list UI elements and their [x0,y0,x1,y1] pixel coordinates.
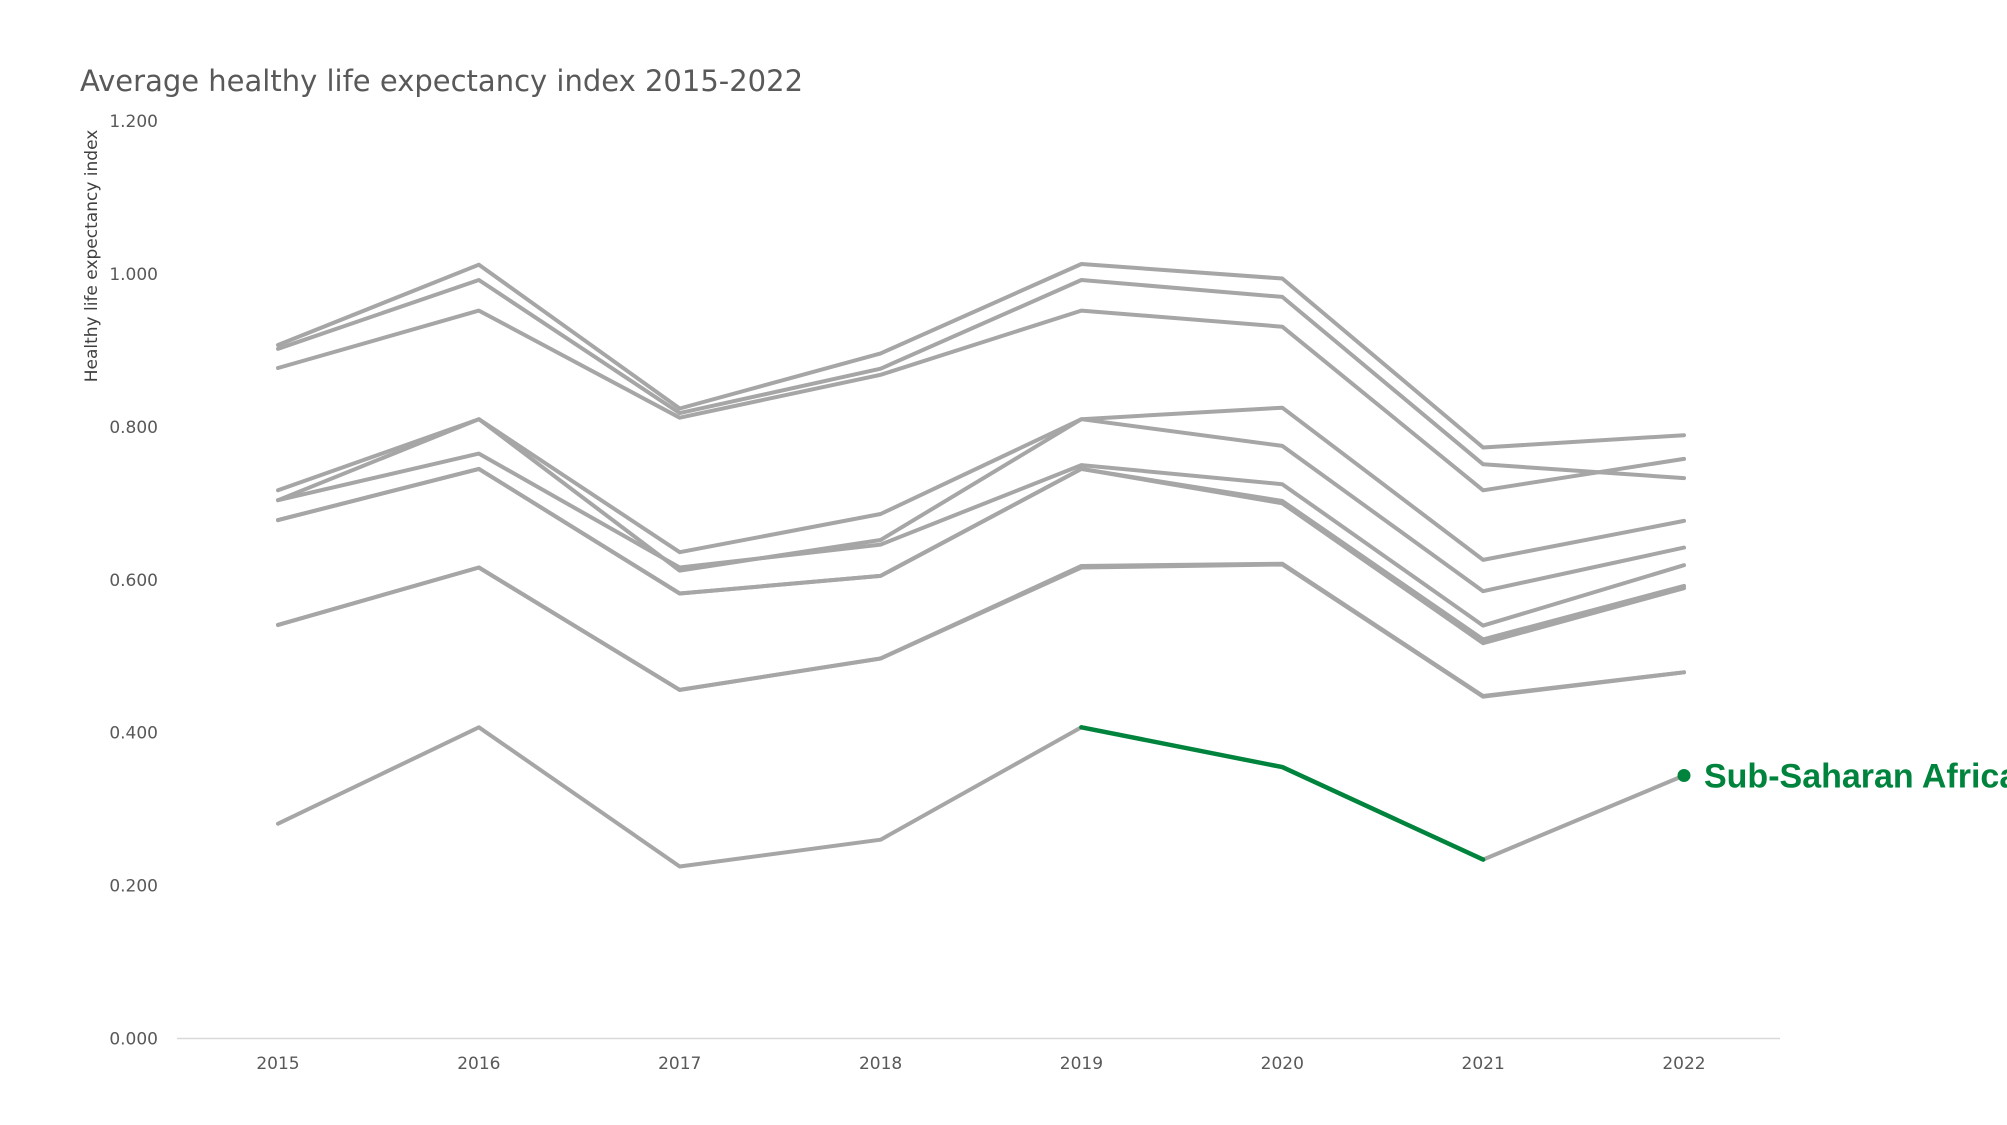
highlight-end-marker [1677,768,1691,782]
x-tick-label: 2017 [658,1054,701,1074]
x-tick-label: 2021 [1462,1054,1505,1074]
highlight-series: Sub-Saharan Africa [1079,725,2007,862]
series-line [276,466,1686,646]
y-axis-label-group: Healthy life expectancy index [82,130,102,383]
x-tick-label: 2019 [1060,1054,1103,1074]
y-tick-label: 0.400 [109,724,158,744]
series-line [276,308,1686,493]
y-axis-ticks: 0.000 0.200 0.400 0.600 0.800 1.000 1.200 [109,112,158,1050]
series-line [276,405,1686,562]
series-line [276,278,1686,481]
series-lines [276,262,1686,869]
y-tick-label: 0.200 [109,877,158,897]
x-tick-label: 2020 [1261,1054,1304,1074]
series-line [276,561,1686,698]
series-line [276,417,1686,594]
y-tick-label: 0.600 [109,571,158,591]
highlight-series-label: Sub-Saharan Africa [1704,757,2007,795]
highlight-line [1079,725,1486,862]
y-tick-label: 1.000 [109,265,158,285]
chart-title: Average healthy life expectancy index 20… [80,64,804,98]
x-axis-ticks: 2015 2016 2017 2018 2019 2020 2021 2022 [256,1054,1705,1074]
y-axis-label: Healthy life expectancy index [82,130,102,383]
y-tick-label: 0.000 [109,1030,158,1050]
x-tick-label: 2016 [457,1054,500,1074]
y-tick-label: 0.800 [109,418,158,438]
x-tick-label: 2022 [1662,1054,1705,1074]
series-line [276,725,1686,869]
x-tick-label: 2015 [256,1054,299,1074]
series-line [276,262,1686,450]
series-line [276,451,1686,628]
x-tick-label: 2018 [859,1054,902,1074]
y-tick-label: 1.200 [109,112,158,132]
